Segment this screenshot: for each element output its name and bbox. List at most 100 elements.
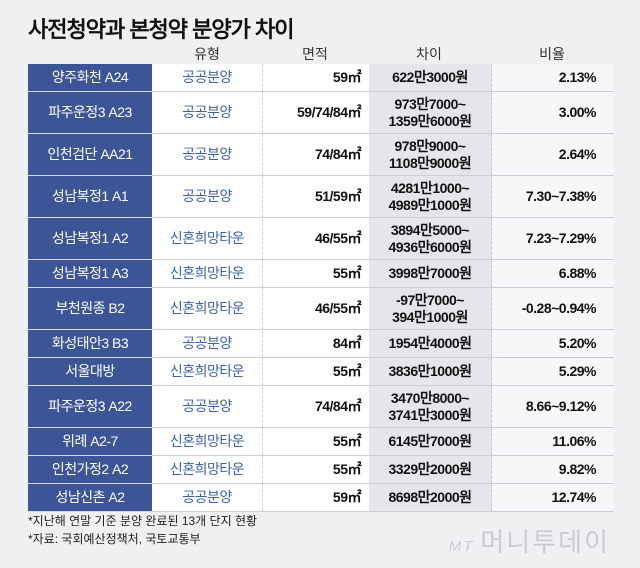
row-diff: 3329만2000원 [369, 455, 492, 484]
row-diff: 622만3000원 [369, 64, 492, 92]
row-diff: 4281만1000~ 4989만1000원 [369, 175, 492, 218]
row-diff: 3998만7000원 [369, 259, 492, 288]
row-area: 55㎡ [262, 427, 369, 456]
row-area: 59㎡ [262, 64, 369, 92]
row-name: 위례 A2-7 [28, 427, 152, 456]
diff-line: 3470만8000~ [390, 389, 470, 406]
diff-line: 8698만2000원 [388, 489, 472, 505]
row-type: 신혼희망타운 [152, 427, 263, 456]
row-diff: 973만7000~ 1359만6000원 [369, 91, 492, 134]
diff-line: 3329만2000원 [388, 461, 472, 477]
row-type: 신혼희망타운 [152, 259, 263, 288]
row-diff: -97만7000~ 394만1000원 [369, 287, 492, 330]
row-name: 화성태안3 B3 [28, 329, 152, 358]
row-type: 신혼희망타운 [152, 357, 263, 386]
diff-line: 1359만6000원 [388, 112, 472, 129]
logo: MT 머니투데이 [449, 522, 610, 559]
diff-line: 6145만7000원 [388, 433, 472, 449]
row-ratio: 7.30~7.38% [491, 175, 614, 218]
table-row: 부천원종 B2 신혼희망타운 46/55㎡ -97만7000~ 394만1000원 -0.… [28, 287, 614, 330]
row-area: 55㎡ [262, 455, 369, 484]
diff-line: 1954만4000원 [388, 335, 472, 351]
diff-line: 4936만6000원 [388, 238, 472, 255]
row-area: 84㎡ [262, 329, 369, 358]
table-row: 파주운정3 A22 공공분양 74/84㎡ 3470만8000~ 3741만3000원 8… [28, 385, 614, 428]
note-source: *자료: 국회예산정책처, 국토교통부 [28, 532, 201, 546]
diff-line: 978만9000~ [394, 137, 466, 154]
row-name: 파주운정3 A22 [28, 385, 152, 428]
table-row: 화성태안3 B3 공공분양 84㎡ 1954만4000원 5.20% [28, 329, 614, 358]
row-type: 공공분양 [152, 64, 263, 92]
row-name: 인천검단 AA21 [28, 133, 152, 176]
row-ratio: 12.74% [491, 483, 614, 512]
row-name: 서울대방 [28, 357, 152, 386]
row-ratio: 5.20% [491, 329, 614, 358]
diff-line: 3998만7000원 [388, 265, 472, 281]
table-row: 성남신촌 A2 공공분양 59㎡ 8698만2000원 12.74% [28, 483, 614, 512]
row-area: 59㎡ [262, 483, 369, 512]
diff-line: 1108만9000원 [388, 154, 472, 171]
table-header: 유형 면적 차이 비율 [28, 44, 614, 64]
table-row: 인천검단 AA21 공공분양 74/84㎡ 978만9000~ 1108만9000원 2.… [28, 133, 614, 176]
row-area: 51/59㎡ [262, 175, 369, 218]
header-type: 유형 [194, 46, 220, 62]
diff-line: 394만1000원 [392, 308, 468, 325]
table-row: 인천가정2 A2 신혼희망타운 55㎡ 3329만2000원 9.82% [28, 455, 614, 484]
diff-line: 4281만1000~ [390, 179, 470, 196]
row-diff: 3836만1000원 [369, 357, 492, 386]
table-row: 성남복정1 A3 신혼희망타운 55㎡ 3998만7000원 6.88% [28, 259, 614, 288]
row-name: 인천가정2 A2 [28, 455, 152, 484]
diff-line: 3741만3000원 [388, 406, 472, 423]
chart-title: 사전청약과 본청약 분양가 차이 [28, 17, 294, 42]
table-row: 파주운정3 A23 공공분양 59/74/84㎡ 973만7000~ 1359만6000… [28, 91, 614, 134]
row-name: 성남복정1 A1 [28, 175, 152, 218]
row-type: 공공분양 [152, 385, 263, 428]
row-name: 양주화천 A24 [28, 64, 152, 92]
row-type: 공공분양 [152, 483, 263, 512]
row-ratio: 11.06% [491, 427, 614, 456]
row-type: 공공분양 [152, 329, 263, 358]
row-type: 신혼희망타운 [152, 287, 263, 330]
row-diff: 8698만2000원 [369, 483, 492, 512]
table-row: 양주화천 A24 공공분양 59㎡ 622만3000원 2.13% [28, 64, 614, 92]
diff-line: -97만7000~ [396, 291, 464, 308]
diff-line: 3836만1000원 [388, 363, 472, 379]
header-area: 면적 [302, 46, 328, 62]
row-type: 공공분양 [152, 175, 263, 218]
diff-line: 622만3000원 [392, 69, 468, 85]
row-type: 공공분양 [152, 91, 263, 134]
data-table: 양주화천 A24 공공분양 59㎡ 622만3000원 2.13% 파주운정3 A23 공공… [28, 64, 614, 512]
row-ratio: 2.13% [491, 64, 614, 92]
table-row: 서울대방 신혼희망타운 55㎡ 3836만1000원 5.29% [28, 357, 614, 386]
row-ratio: 2.64% [491, 133, 614, 176]
row-area: 59/74/84㎡ [262, 91, 369, 134]
row-type: 공공분양 [152, 133, 263, 176]
row-name: 성남복정1 A3 [28, 259, 152, 288]
table-row: 성남복정1 A2 신혼희망타운 46/55㎡ 3894만5000~ 4936만6000원… [28, 217, 614, 260]
row-diff: 1954만4000원 [369, 329, 492, 358]
row-name: 성남신촌 A2 [28, 483, 152, 512]
row-area: 55㎡ [262, 259, 369, 288]
row-ratio: 8.66~9.12% [491, 385, 614, 428]
row-name: 부천원종 B2 [28, 287, 152, 330]
row-ratio: 6.88% [491, 259, 614, 288]
row-area: 55㎡ [262, 357, 369, 386]
header-ratio: 비율 [539, 46, 565, 62]
header-name [28, 44, 152, 64]
row-ratio: -0.28~0.94% [491, 287, 614, 330]
diff-line: 973만7000~ [394, 95, 466, 112]
row-name: 성남복정1 A2 [28, 217, 152, 260]
logo-text: 머니투데이 [480, 527, 610, 557]
header-diff: 차이 [416, 46, 442, 62]
diff-line: 4989만1000원 [388, 196, 472, 213]
row-type: 신혼희망타운 [152, 455, 263, 484]
note-basis: *지난해 연말 기준 분양 완료된 13개 단지 현황 [28, 514, 258, 528]
table-row: 위례 A2-7 신혼희망타운 55㎡ 6145만7000원 11.06% [28, 427, 614, 456]
row-diff: 3894만5000~ 4936만6000원 [369, 217, 492, 260]
table-row: 성남복정1 A1 공공분양 51/59㎡ 4281만1000~ 4989만1000원 7.… [28, 175, 614, 218]
row-ratio: 9.82% [491, 455, 614, 484]
row-area: 46/55㎡ [262, 217, 369, 260]
logo-mark: MT [448, 538, 475, 555]
notes: *지난해 연말 기준 분양 완료된 13개 단지 현황 *자료: 국회예산정책처… [28, 512, 257, 548]
row-ratio: 7.23~7.29% [491, 217, 614, 260]
